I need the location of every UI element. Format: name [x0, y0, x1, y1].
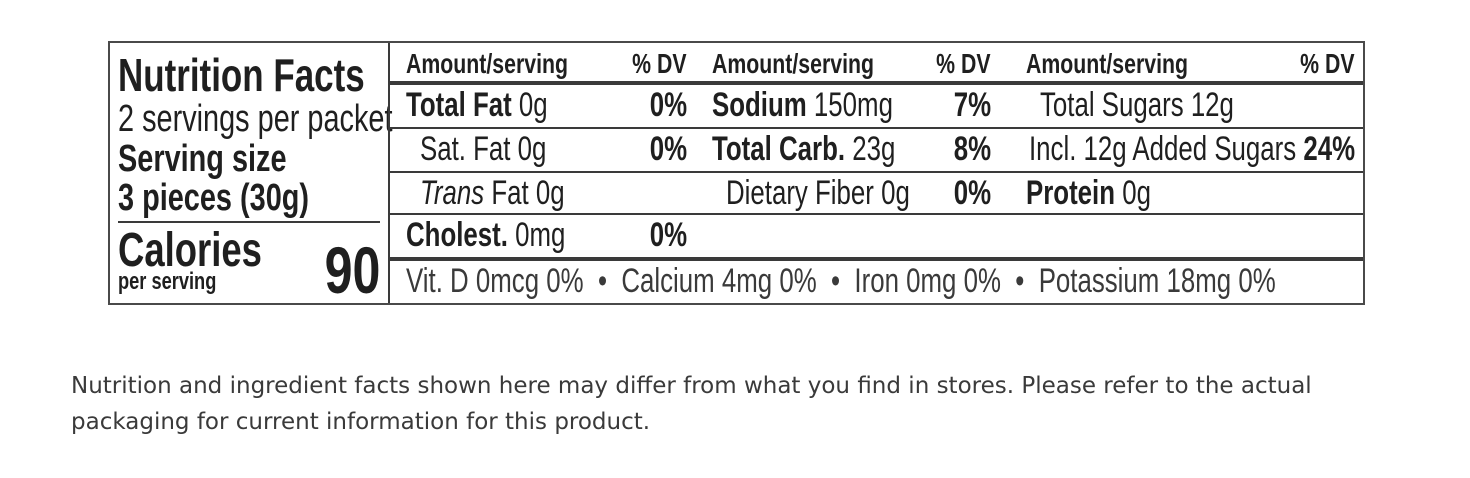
cholesterol-dv: 0%: [649, 216, 687, 254]
left-divider: [118, 221, 380, 223]
cholesterol: Cholest. 0mg: [406, 216, 566, 254]
nutrient-table: Amount/serving % DV Amount/serving % DV …: [390, 43, 1363, 303]
trans-fat: Trans Fat 0g: [420, 174, 565, 212]
calories-per-serving-label: per serving: [118, 268, 217, 295]
calories-label: Calories: [118, 224, 262, 277]
header-amount-col3: Amount/serving: [1026, 48, 1188, 79]
header-dv-col1: % DV: [632, 48, 687, 79]
sodium: Sodium 150mg: [712, 86, 893, 124]
nutrition-facts-title: Nutrition Facts: [118, 49, 365, 101]
serving-size-value: 3 pieces (30g): [118, 177, 310, 219]
dietary-fiber-dv: 0%: [953, 174, 991, 212]
micronutrients-row: Vit. D 0mcg 0% • Calcium 4mg 0% • Iron 0…: [406, 262, 1276, 300]
nutrition-facts-label: Nutrition Facts 2 servings per packet Se…: [108, 41, 1365, 305]
sodium-dv: 7%: [953, 86, 991, 124]
row-rule-3: [390, 213, 1363, 215]
total-carbohydrate: Total Carb. 23g: [712, 130, 896, 168]
added-sugars: Incl. 12g Added Sugars 24%: [1028, 130, 1355, 168]
row-rule-1: [390, 127, 1363, 129]
total-sugars: Total Sugars 12g: [1040, 86, 1234, 124]
label-left-panel: Nutrition Facts 2 servings per packet Se…: [118, 43, 393, 307]
protein: Protein 0g: [1026, 174, 1151, 212]
row-rule-2: [390, 171, 1363, 173]
total-fat-dv: 0%: [649, 86, 687, 124]
header-amount-col1: Amount/serving: [406, 48, 568, 79]
header-amount-col2: Amount/serving: [712, 48, 874, 79]
saturated-fat-dv: 0%: [649, 130, 687, 168]
micronutrient-rule: [390, 257, 1363, 261]
header-rule: [390, 81, 1363, 85]
header-dv-col3: % DV: [1300, 48, 1355, 79]
saturated-fat: Sat. Fat 0g: [420, 130, 547, 168]
dietary-fiber: Dietary Fiber 0g: [726, 174, 910, 212]
header-dv-col2: % DV: [936, 48, 991, 79]
total-fat: Total Fat 0g: [406, 86, 548, 124]
servings-per-container: 2 servings per packet: [118, 98, 393, 140]
vertical-divider: [388, 43, 390, 303]
total-carbohydrate-dv: 8%: [953, 130, 991, 168]
nutrition-disclaimer: Nutrition and ingredient facts shown her…: [71, 373, 1312, 435]
serving-size-label: Serving size: [118, 138, 287, 180]
calories-value: 90: [324, 233, 380, 307]
